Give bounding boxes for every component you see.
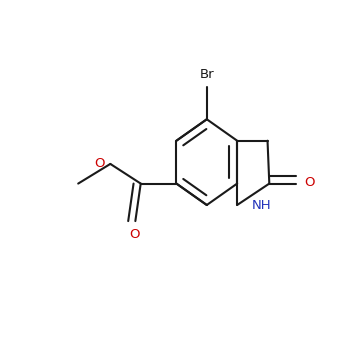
Text: O: O [304, 176, 315, 189]
Text: Br: Br [199, 68, 214, 81]
Text: O: O [94, 157, 105, 170]
Text: NH: NH [251, 198, 271, 212]
Text: O: O [129, 228, 140, 240]
